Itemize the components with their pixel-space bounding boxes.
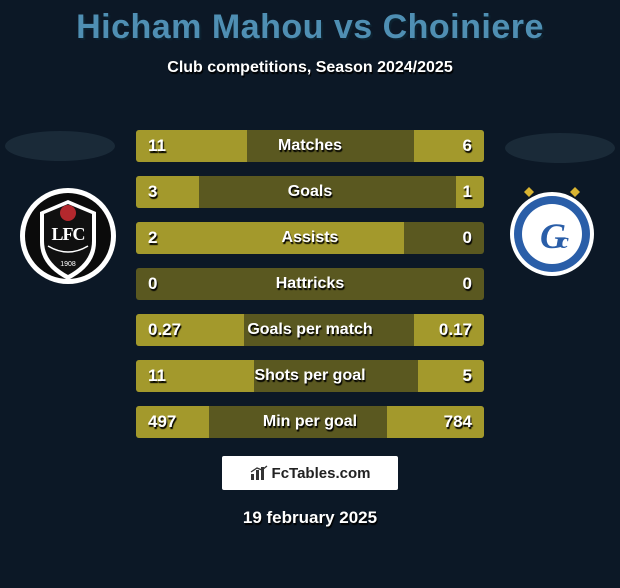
stat-label: Min per goal	[136, 413, 484, 431]
stat-row: 0.27Goals per match0.17	[136, 314, 484, 346]
page-subtitle: Club competitions, Season 2024/2025	[0, 59, 620, 77]
stat-label: Assists	[136, 229, 484, 247]
stat-value-right: 6	[463, 136, 472, 156]
stat-label: Goals	[136, 183, 484, 201]
club-badge-left-icon: LFC 1908	[18, 186, 118, 304]
brand-badge: FcTables.com	[222, 456, 398, 490]
brand-chart-icon	[250, 465, 268, 481]
stats-table: 11Matches63Goals12Assists00Hattricks00.2…	[136, 130, 484, 452]
stat-label: Shots per goal	[136, 367, 484, 385]
svg-text:LFC: LFC	[52, 224, 85, 244]
stat-value-right: 1	[463, 182, 472, 202]
player-shadow-right	[505, 133, 615, 163]
date-text: 19 february 2025	[0, 508, 620, 528]
stat-row: 0Hattricks0	[136, 268, 484, 300]
stat-label: Hattricks	[136, 275, 484, 293]
player-shadow-left	[5, 131, 115, 161]
stat-row: 3Goals1	[136, 176, 484, 208]
svg-text:c: c	[559, 228, 569, 253]
stat-value-right: 0	[463, 228, 472, 248]
stat-row: 497Min per goal784	[136, 406, 484, 438]
page-title: Hicham Mahou vs Choiniere	[0, 8, 620, 47]
svg-text:1908: 1908	[60, 261, 76, 268]
stat-label: Matches	[136, 137, 484, 155]
stat-value-right: 5	[463, 366, 472, 386]
club-badge-right-icon: G c	[502, 186, 602, 276]
stat-label: Goals per match	[136, 321, 484, 339]
stat-row: 11Matches6	[136, 130, 484, 162]
stat-value-right: 784	[444, 412, 472, 432]
stat-value-right: 0	[463, 274, 472, 294]
brand-text: FcTables.com	[272, 465, 371, 482]
stat-row: 2Assists0	[136, 222, 484, 254]
stat-value-right: 0.17	[439, 320, 472, 340]
stat-row: 11Shots per goal5	[136, 360, 484, 392]
